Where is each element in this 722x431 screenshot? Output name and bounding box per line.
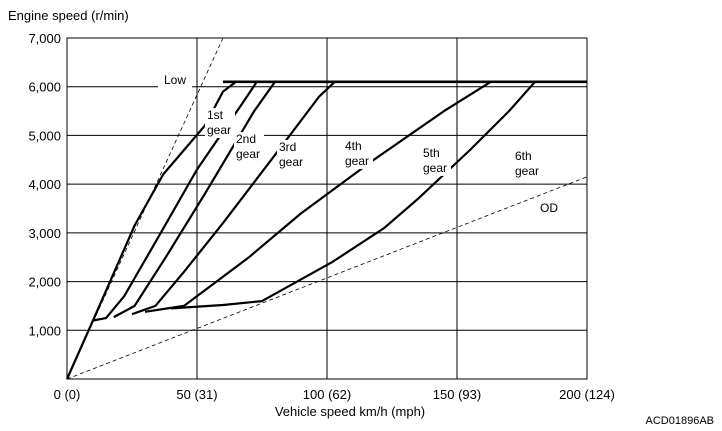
x-tick-label: 0 (0)	[54, 387, 81, 402]
gear-label-line: 3rd	[279, 140, 296, 154]
figure-code: ACD01896AB	[646, 415, 715, 427]
gear-label-line: 2nd	[236, 132, 256, 146]
gear-label-line: gear	[515, 164, 539, 178]
y-tick-label: 3,000	[28, 226, 61, 241]
gear-label-4: 4th gear	[345, 139, 369, 168]
gear-label-bg	[205, 108, 235, 138]
gear-curves	[65, 80, 587, 380]
y-axis-title: Engine speed (r/min)	[8, 8, 129, 23]
gear-label-bg	[234, 132, 264, 162]
gear-label-line: 6th	[515, 149, 532, 163]
gear-label-line: gear	[236, 147, 260, 161]
x-tick-label: 50 (31)	[176, 387, 217, 402]
gear-label-1: 1st gear	[207, 108, 231, 137]
x-tick-label: 200 (124)	[559, 387, 615, 402]
x-axis-title: Vehicle speed km/h (mph)	[275, 404, 425, 419]
y-tick-label: 6,000	[28, 80, 61, 95]
gear-label-bg	[421, 146, 451, 176]
y-tick-label: 1,000	[28, 323, 61, 338]
gear-label-bg	[277, 140, 307, 170]
grid	[66, 37, 588, 380]
gear-label-2: 2nd gear	[236, 132, 260, 161]
gear-label-line: gear	[279, 155, 303, 169]
gear-label-line: gear	[345, 154, 369, 168]
y-tick-label: 4,000	[28, 177, 61, 192]
low-label-bg	[158, 70, 192, 88]
gear-label-6: 6th gear	[515, 149, 539, 178]
x-tick-label: 100 (62)	[303, 387, 351, 402]
gear-label-line: gear	[207, 123, 231, 137]
x-tick-label: 150 (93)	[433, 387, 481, 402]
gear-label-line: gear	[423, 161, 447, 175]
low-label: Low	[164, 73, 186, 87]
tick-labels: 1,000 2,000 3,000 4,000 5,000 6,000 7,000 0 (0)…	[28, 31, 614, 402]
od-label: OD	[540, 201, 558, 215]
gear-label-bg	[343, 139, 373, 169]
reference-line-od	[67, 176, 587, 379]
gear-label-3: 3rd gear	[279, 140, 303, 169]
gear-label-line: 5th	[423, 146, 440, 160]
gear-curve-3	[113, 81, 276, 319]
gear-label-bg	[513, 149, 543, 179]
gear-curve-2	[92, 81, 258, 322]
od-label-bg	[536, 198, 564, 214]
gear-label-line: 1st	[207, 108, 224, 122]
y-tick-label: 7,000	[28, 31, 61, 46]
y-tick-label: 2,000	[28, 275, 61, 290]
y-tick-label: 5,000	[28, 128, 61, 143]
gear-label-5: 5th gear	[423, 146, 447, 175]
gear-label-line: 4th	[345, 139, 362, 153]
gear-curve-4	[131, 80, 336, 316]
gear-curve-6	[170, 81, 536, 310]
gear-curve-5	[144, 80, 492, 313]
reference-lines	[67, 37, 587, 379]
